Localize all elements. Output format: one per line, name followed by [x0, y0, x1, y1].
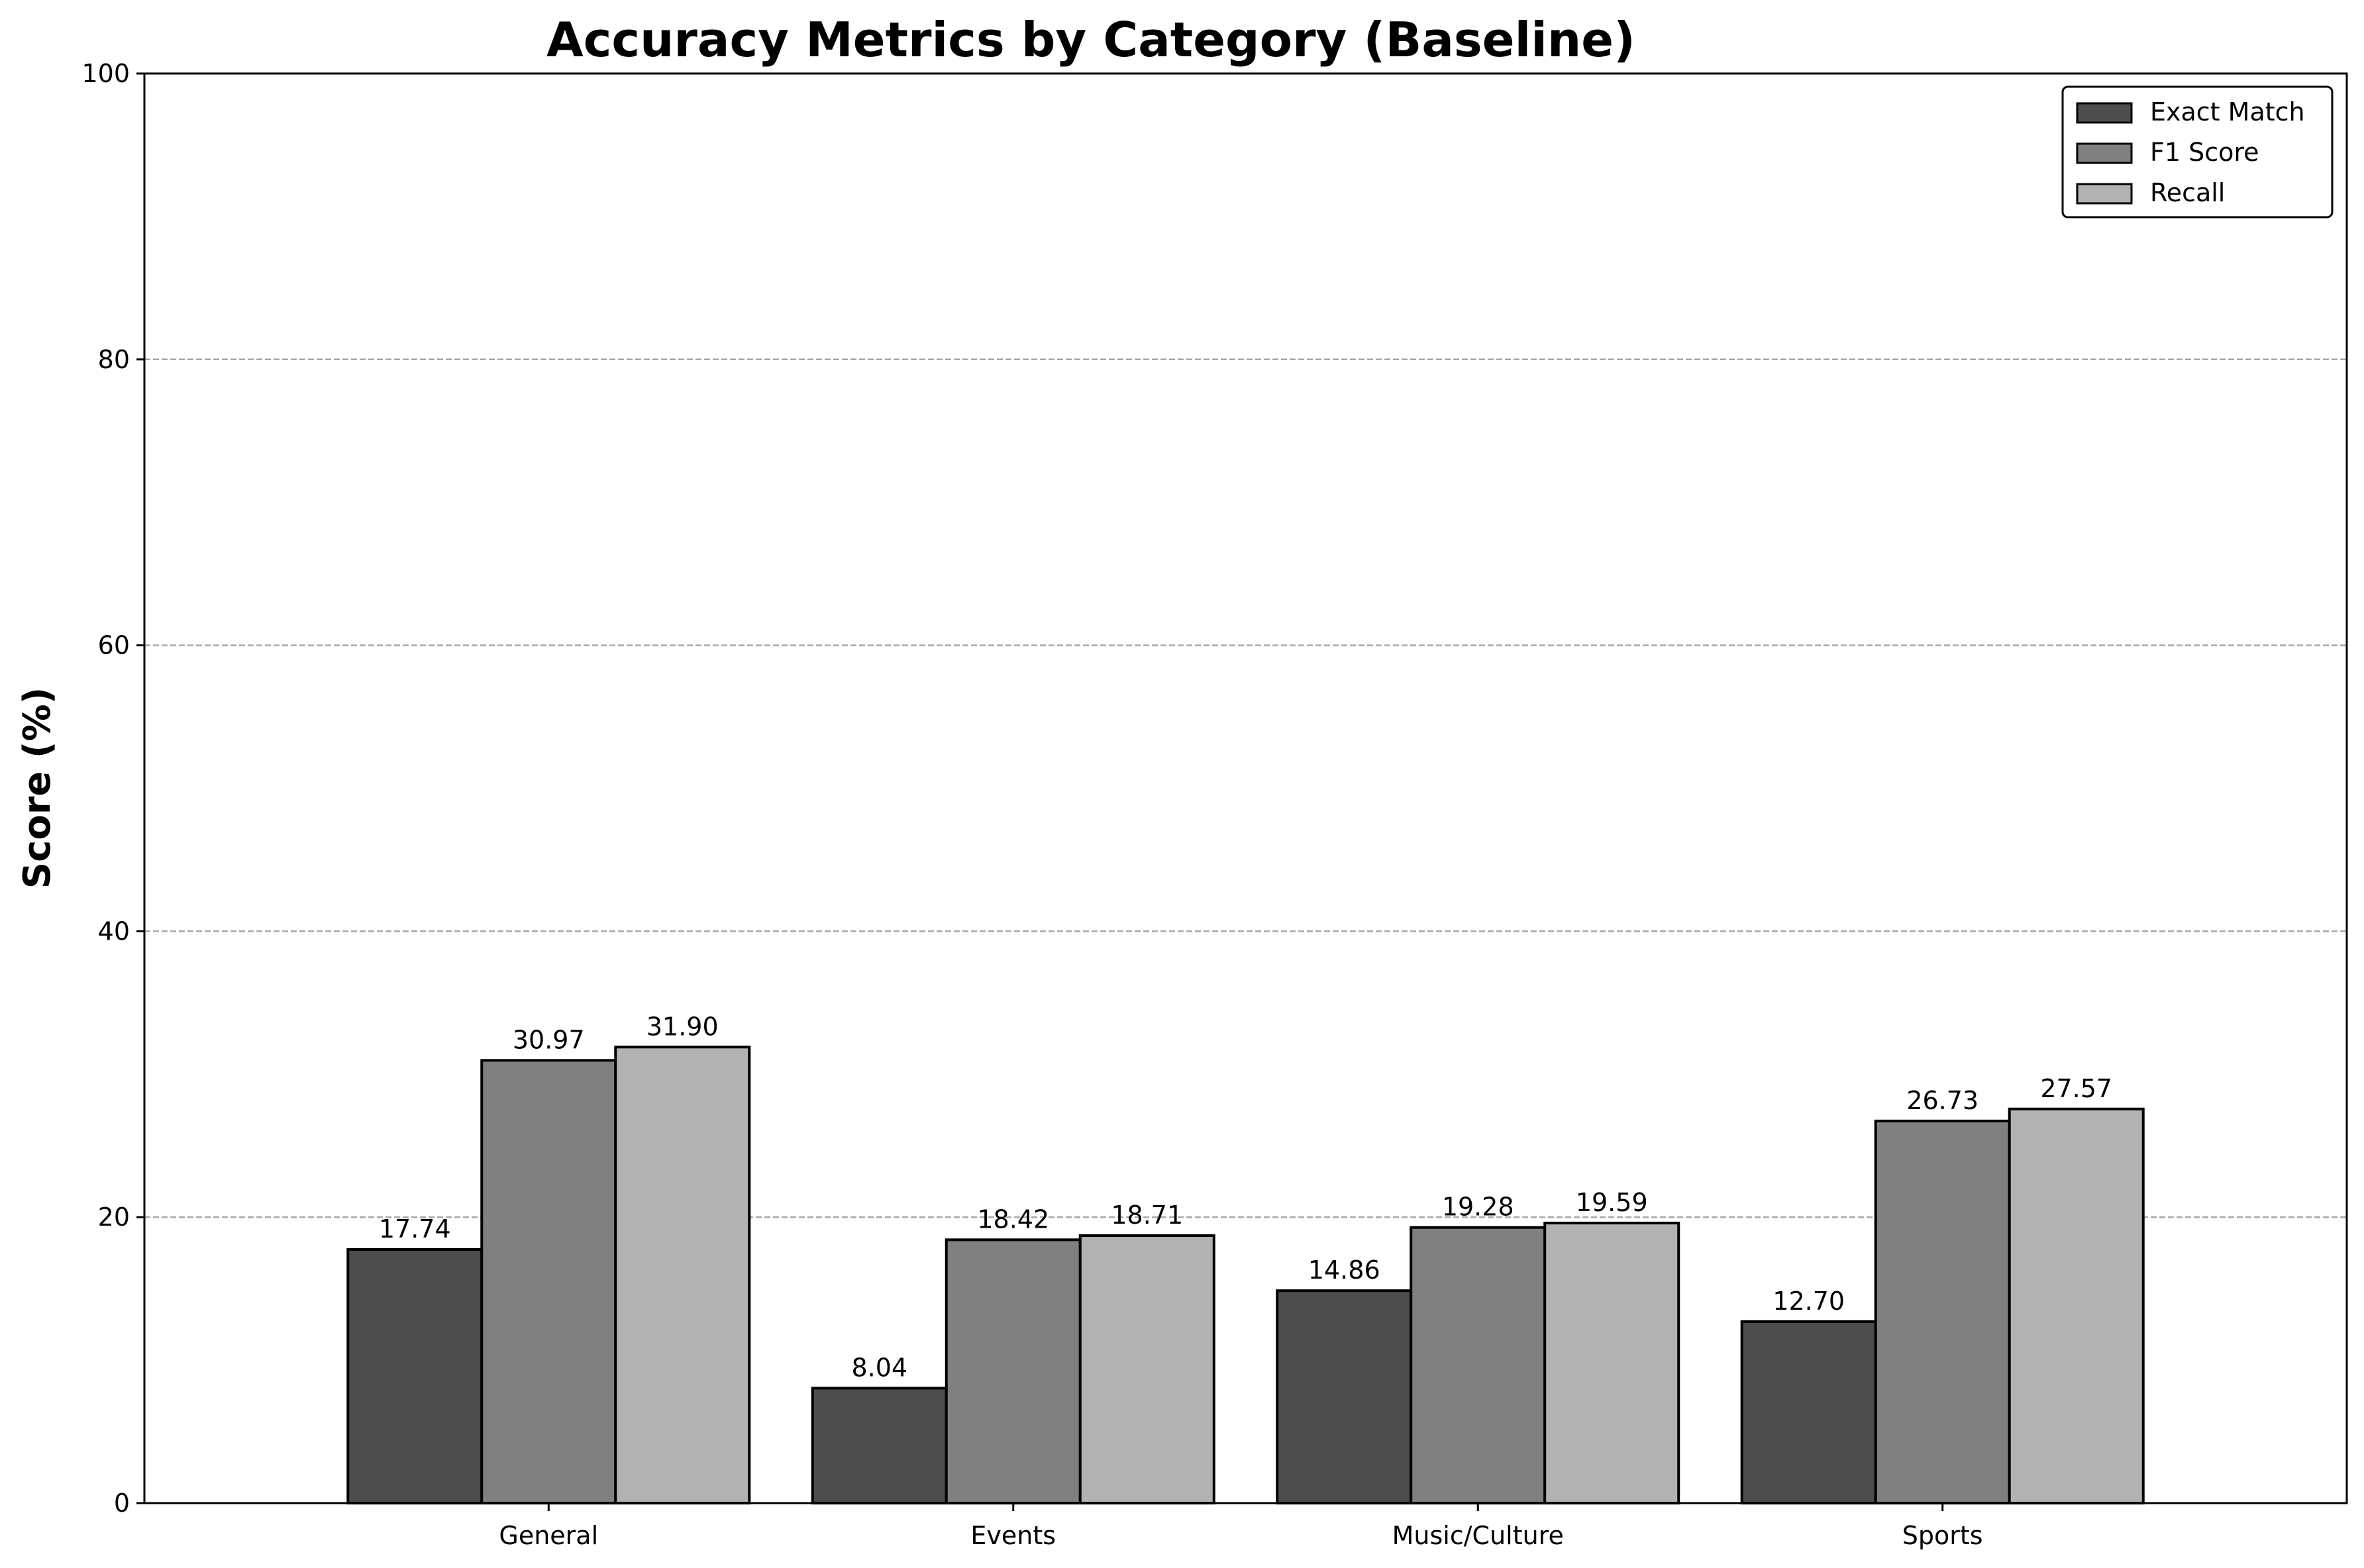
legend-swatch: [2076, 142, 2133, 164]
data-label: 18.42: [977, 1204, 1049, 1234]
data-label: 19.59: [1576, 1188, 1648, 1217]
data-label: 27.57: [2040, 1074, 2112, 1103]
y-axis-label: Score (%): [16, 687, 59, 889]
y-tick-label: 60: [98, 631, 130, 660]
bar: [2008, 1107, 2145, 1504]
x-tick-label: Music/Culture: [1392, 1521, 1564, 1550]
y-tick-label: 40: [98, 916, 130, 946]
legend-swatch: [2076, 183, 2133, 205]
legend: Exact Match F1 Score Recall: [2061, 85, 2334, 219]
bar: [1410, 1226, 1547, 1504]
legend-label: F1 Score: [2150, 138, 2259, 167]
y-tick-label: 20: [98, 1202, 130, 1232]
bar: [1276, 1289, 1413, 1504]
data-label: 30.97: [513, 1025, 585, 1054]
y-tick-label: 100: [81, 59, 130, 88]
x-tick-label: General: [499, 1521, 598, 1550]
bar: [1874, 1119, 2011, 1504]
data-label: 17.74: [379, 1214, 451, 1244]
y-tick-label: 80: [98, 345, 130, 374]
data-label: 19.28: [1442, 1193, 1514, 1222]
bars: [346, 1046, 2145, 1505]
data-label: 12.70: [1773, 1287, 1845, 1316]
legend-label: Recall: [2150, 178, 2225, 207]
legend-label: Exact Match: [2150, 97, 2305, 126]
x-tick-label: Events: [970, 1521, 1056, 1550]
bar: [346, 1248, 484, 1504]
chart-title: Accuracy Metrics by Category (Baseline): [546, 12, 1635, 68]
x-tick-label: Sports: [1902, 1521, 1983, 1550]
data-label: 14.86: [1308, 1255, 1380, 1285]
bar: [1740, 1320, 1877, 1504]
y-axis-ticks: 0 20 40 60 80 100: [81, 59, 144, 1518]
data-label: 18.71: [1111, 1200, 1183, 1230]
bar: [614, 1046, 751, 1505]
data-label: 26.73: [1906, 1086, 1979, 1115]
plot-frame: [143, 72, 2348, 1504]
x-axis-ticks: General Events Music/Culture Sports: [499, 1503, 1983, 1550]
legend-swatch: [2076, 102, 2133, 124]
bar: [480, 1059, 617, 1504]
y-tick-label: 0: [114, 1489, 130, 1518]
data-labels: 17.74 30.97 31.90 8.04 18.42 18.71 14.86 19.28 1…: [379, 1012, 2112, 1382]
bar: [1543, 1222, 1680, 1504]
data-label: 8.04: [851, 1353, 907, 1382]
bar: [945, 1238, 1082, 1505]
gridlines: [144, 358, 2347, 1218]
data-label: 31.90: [646, 1012, 719, 1041]
bar: [811, 1387, 948, 1505]
bar: [1078, 1234, 1215, 1505]
